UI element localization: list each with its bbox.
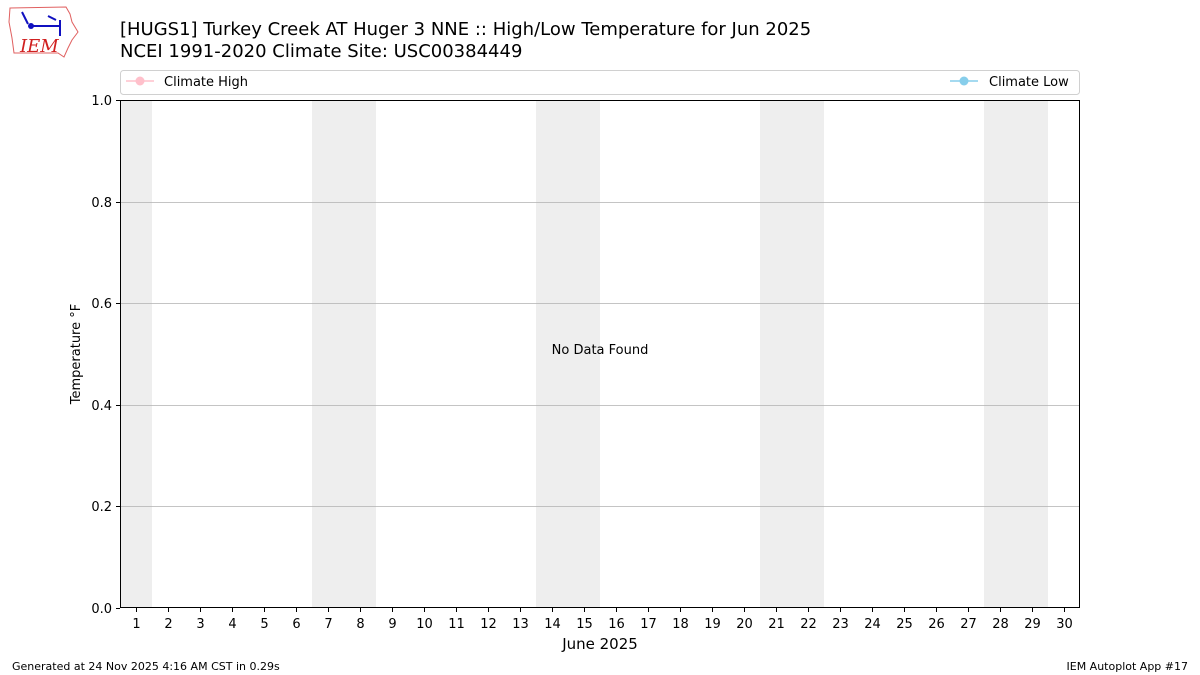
x-tick-label: 6: [292, 617, 300, 632]
x-tick-label: 29: [1024, 617, 1041, 632]
legend-label-climate-high: Climate High: [164, 75, 248, 90]
y-tick-label: 0.8: [91, 196, 112, 211]
x-tick-label: 10: [416, 617, 433, 632]
legend-label-climate-low: Climate Low: [989, 75, 1069, 90]
x-tick-label: 23: [832, 617, 849, 632]
y-axis: 0.0 0.2 0.4 0.6 0.8 1.0: [91, 94, 120, 617]
x-tick-label: 9: [388, 617, 396, 632]
weekend-band: [312, 100, 376, 608]
footer-generated: Generated at 24 Nov 2025 4:16 AM CST in …: [12, 660, 280, 673]
y-tick-label: 0.6: [91, 297, 112, 312]
x-tick-label: 7: [324, 617, 332, 632]
x-tick-label: 15: [576, 617, 593, 632]
x-tick-label: 25: [896, 617, 913, 632]
x-tick-label: 16: [608, 617, 625, 632]
weekend-bands: [120, 100, 1048, 608]
x-tick-label: 27: [960, 617, 977, 632]
logo-wind-icon: [21, 11, 61, 36]
x-tick-label: 24: [864, 617, 881, 632]
x-tick-label: 14: [544, 617, 561, 632]
no-data-annotation: No Data Found: [552, 343, 649, 358]
x-tick-label: 17: [640, 617, 657, 632]
x-tick-label: 18: [672, 617, 689, 632]
x-tick-label: 30: [1056, 617, 1073, 632]
x-tick-label: 12: [480, 617, 497, 632]
logo: IEM: [8, 6, 79, 58]
chart-title: [HUGS1] Turkey Creek AT Huger 3 NNE :: H…: [120, 19, 811, 40]
y-tick-label: 1.0: [91, 94, 112, 109]
legend: Climate High Climate Low: [120, 70, 1080, 95]
y-tick-label: 0.2: [91, 500, 112, 515]
x-tick-label: 13: [512, 617, 529, 632]
weekend-band: [760, 100, 824, 608]
y-tick-label: 0.4: [91, 399, 112, 414]
y-tick-label: 0.0: [91, 602, 112, 617]
x-tick-label: 4: [228, 617, 236, 632]
footer-app: IEM Autoplot App #17: [1067, 660, 1189, 673]
weekend-band: [984, 100, 1048, 608]
x-tick-label: 11: [448, 617, 465, 632]
legend-item-climate-low: Climate Low: [950, 75, 1069, 90]
x-tick-label: 22: [800, 617, 817, 632]
legend-item-climate-high: Climate High: [126, 75, 248, 90]
x-tick-label: 3: [196, 617, 204, 632]
logo-text: IEM: [19, 36, 59, 57]
x-tick-label: 21: [768, 617, 785, 632]
x-tick-label: 5: [260, 617, 268, 632]
grid: [120, 202, 1080, 507]
plot-frame: [120, 100, 1080, 608]
weekend-band: [536, 100, 600, 608]
x-tick-label: 26: [928, 617, 945, 632]
x-axis: 1 2 3 4 5 6 7 8 9 10 11 12 13 14 15 16 17 18 19 20 21 22 23 24 2…: [132, 608, 1073, 632]
x-tick-label: 2: [164, 617, 172, 632]
x-tick-label: 8: [356, 617, 364, 632]
x-tick-label: 19: [704, 617, 721, 632]
x-axis-label: June 2025: [561, 635, 638, 653]
x-tick-label: 1: [132, 617, 140, 632]
x-tick-label: 28: [992, 617, 1009, 632]
y-axis-label: Temperature °F: [69, 304, 84, 405]
chart-subtitle: NCEI 1991-2020 Climate Site: USC00384449: [120, 41, 522, 62]
weekend-band: [120, 100, 152, 608]
x-tick-label: 20: [736, 617, 753, 632]
